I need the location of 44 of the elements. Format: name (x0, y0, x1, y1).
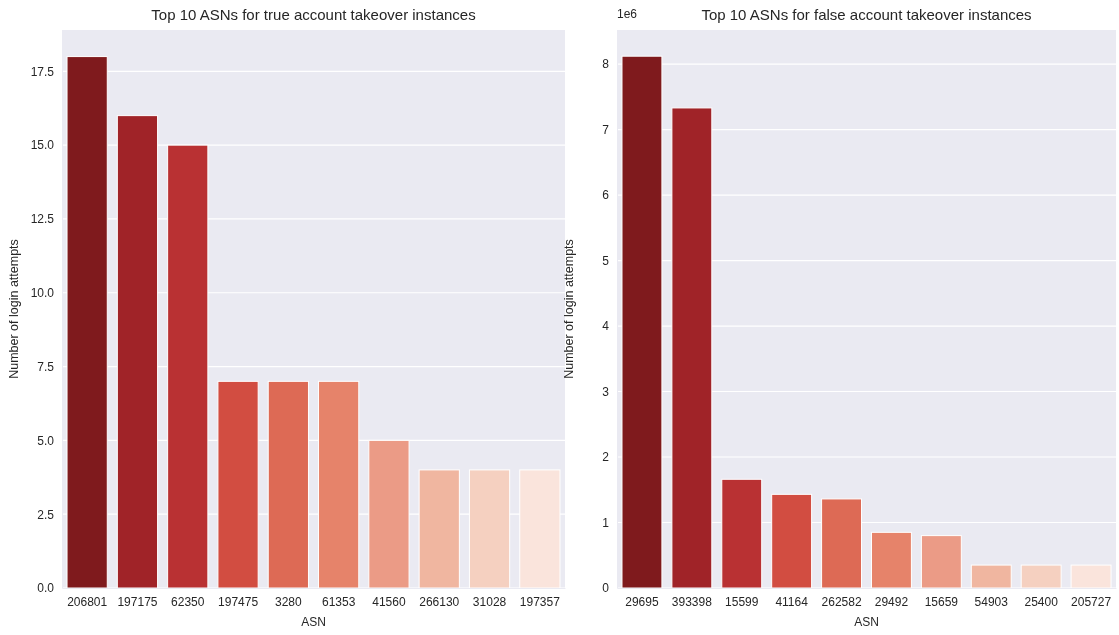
y-tick-label: 2 (602, 450, 610, 465)
y-tick-label: 6 (602, 188, 610, 203)
y-tick-label: 8 (602, 57, 610, 72)
x-tick-label: 197175 (117, 594, 158, 609)
x-tick-label: 15659 (924, 594, 959, 609)
x-tick-label: 29492 (874, 594, 909, 609)
y-tick-label: 12.5 (30, 212, 55, 227)
x-tick-label: 41164 (775, 594, 809, 609)
x-tick-label: 62350 (171, 594, 205, 609)
y-tick-label: 17.5 (30, 64, 55, 79)
y-tick-label: 15.0 (30, 138, 55, 153)
x-tick-label: 262582 (821, 594, 862, 609)
text: 1e6 (617, 7, 638, 21)
x-tick-label: 25400 (1024, 594, 1059, 609)
y-tick-label: 5.0 (37, 433, 55, 448)
x-tick-label: 393398 (671, 594, 713, 609)
x-axis-title: ASN (854, 615, 879, 629)
x-tick-label: 205727 (1071, 594, 1112, 609)
x-axis-title: ASN (301, 615, 326, 629)
x-tick-label: 206801 (67, 594, 108, 609)
y-tick-label: 1 (602, 515, 610, 530)
y-axis-title: Number of login attempts (562, 239, 576, 379)
x-tick-label: 266130 (419, 594, 460, 609)
x-tick-label: 197475 (218, 594, 259, 609)
y-tick-label: 3 (602, 384, 610, 399)
x-tick-label: 15599 (725, 594, 759, 609)
y-tick-label: 4 (602, 319, 610, 334)
x-tick-label: 31028 (472, 594, 507, 609)
y-tick-label: 7 (602, 122, 610, 137)
y-tick-label: 0 (602, 581, 610, 596)
x-tick-label: 29695 (625, 594, 659, 609)
y-axis-title: Number of login attempts (7, 239, 21, 379)
chart-title: Top 10 ASNs for true account takeover instances (151, 6, 476, 23)
x-tick-label: 197357 (519, 594, 561, 609)
y-tick-label: 2.5 (37, 507, 55, 522)
x-tick-label: 61353 (321, 594, 356, 609)
x-tick-label: 54903 (974, 594, 1009, 609)
y-tick-label: 5 (602, 253, 610, 268)
y-tick-label: 10.0 (30, 286, 55, 301)
y-tick-label: 7.5 (37, 359, 55, 374)
x-tick-label: 41560 (372, 594, 406, 609)
x-tick-label: 3280 (275, 594, 303, 609)
chart-title: Top 10 ASNs for false account takeover instances (701, 6, 1032, 23)
y-tick-label: 0.0 (37, 581, 55, 596)
